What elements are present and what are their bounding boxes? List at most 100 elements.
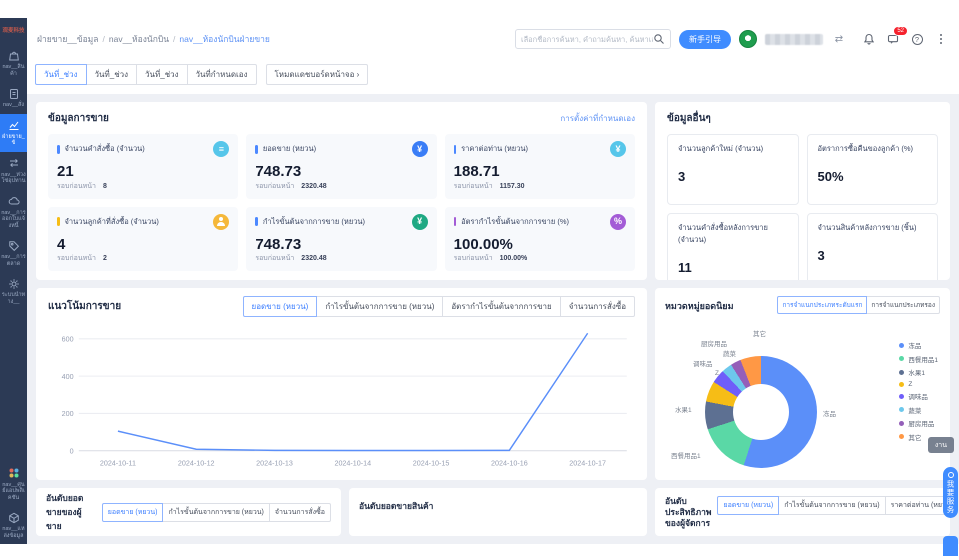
chart-legend: 冻品西餐用品1 水果1 Z 调味品蔬菜厨房用品其它 bbox=[899, 340, 938, 442]
app-window: 观麦科技 nav__สินค้า nav__สั่ง ฝ่ายขาย_ข้ na… bbox=[0, 18, 959, 544]
sidebar-item-data-source[interactable]: nav__แหล่งข้อมูล bbox=[0, 506, 27, 544]
newbie-guide-button[interactable]: 新手引导 bbox=[679, 30, 731, 49]
ranking-tab[interactable]: ยอดขาย (หยวน) bbox=[717, 496, 779, 515]
sidebar-item-products[interactable]: nav__สินค้า bbox=[0, 44, 27, 82]
donut-callout: 其它 bbox=[753, 328, 766, 338]
donut-ring bbox=[705, 356, 817, 468]
ranking-tab[interactable]: ยอดขาย (หยวน) bbox=[102, 503, 164, 522]
legend-dot bbox=[899, 356, 904, 361]
breadcrumb-item[interactable]: nav__ห้องนักบิน bbox=[109, 32, 169, 46]
svg-text:2024-10-13: 2024-10-13 bbox=[256, 458, 293, 467]
other-data-card: ข้อมูลอื่นๆ จำนวนลูกค้าใหม่ (จำนวน) 3 อั… bbox=[655, 102, 950, 280]
legend-item[interactable]: Z bbox=[899, 381, 938, 388]
category-tab[interactable]: การจำแนกประเภทรอง bbox=[866, 296, 940, 314]
legend-item[interactable]: 厨房用品 bbox=[899, 418, 938, 428]
trend-line-chart: 02004006002024-10-112024-10-122024-10-13… bbox=[48, 321, 635, 472]
kpi-previous: รอบก่อนหน้า2 bbox=[57, 253, 229, 264]
breadcrumb-separator: / bbox=[102, 34, 104, 44]
trend-tab[interactable]: อัตรากำไรขั้นต้นจากการขาย bbox=[442, 296, 560, 317]
floating-widget[interactable] bbox=[943, 536, 958, 556]
legend-item[interactable]: 冻品 bbox=[899, 340, 938, 350]
svg-text:2024-10-16: 2024-10-16 bbox=[491, 458, 528, 467]
more-menu-icon[interactable] bbox=[933, 31, 949, 47]
sidebar-item-sales-dashboard[interactable]: ฝ่ายขาย_ข้ bbox=[0, 114, 27, 152]
legend-dot bbox=[899, 434, 904, 439]
legend-label: 其它 bbox=[908, 432, 921, 442]
switch-account-icon[interactable]: ⇄ bbox=[831, 31, 847, 47]
legend-item[interactable]: 西餐用品1 bbox=[899, 354, 938, 364]
breadcrumb-separator: / bbox=[173, 34, 175, 44]
legend-label: 调味品 bbox=[908, 391, 928, 401]
stat-aftersale-products: จำนวนสินค้าหลังการขาย (ชิ้น) 3 bbox=[807, 213, 939, 280]
category-tab[interactable]: การจำแนกประเภทระดับแรก bbox=[777, 296, 867, 314]
sidebar-item-label: nav__การออกใบแจ้งหนี้ bbox=[1, 210, 26, 230]
kpi-accent-bar bbox=[454, 217, 457, 226]
help-icon[interactable]: ? bbox=[909, 31, 925, 47]
stat-label: จำนวนลูกค้าใหม่ (จำนวน) bbox=[678, 143, 788, 155]
kpi-gross-margin: อัตรากำไรขั้นต้นจากการขาย (%) % 100.00% … bbox=[445, 207, 635, 272]
customer-service-button[interactable]: 我要服务 bbox=[943, 467, 958, 518]
breadcrumb-item[interactable]: ฝ่ายขาย__ข้อมูล bbox=[37, 32, 98, 46]
trend-tab[interactable]: จำนวนการสั่งซื้อ bbox=[560, 296, 635, 317]
kpi-previous: รอบก่อนหน้า2320.48 bbox=[255, 253, 427, 264]
kpi-value: 100.00% bbox=[454, 236, 626, 253]
sales-section-title: ข้อมูลการขาย bbox=[48, 111, 109, 126]
date-filter-bar: วันที่_ช่วง วันที่_ช่วง วันที่_ช่วง วันท… bbox=[27, 60, 959, 85]
donut-callout: Z bbox=[715, 370, 719, 377]
kpi-accent-bar bbox=[255, 145, 258, 154]
user-name-redacted[interactable] bbox=[765, 34, 823, 45]
donut-callout: 水果1 bbox=[675, 404, 692, 414]
sidebar-item-orders[interactable]: nav__สั่ง bbox=[0, 82, 27, 114]
dashboard-mode-button[interactable]: โหมดแดชบอร์ดหน้าจอ › bbox=[266, 64, 369, 85]
kpi-order-count: จำนวนคำสั่งซื้อ (จำนวน) ≡ 21 รอบก่อนหน้า… bbox=[48, 134, 238, 199]
date-tab[interactable]: วันที่_ช่วง bbox=[86, 64, 138, 85]
categories-title: หมวดหมู่ยอดนิยม bbox=[665, 296, 734, 313]
search-input[interactable] bbox=[521, 35, 653, 44]
ranking-tab[interactable]: กำไรขั้นต้นจากการขาย (หยวน) bbox=[162, 503, 269, 522]
manager-ranking-card: อันดับประสิทธิภาพของผู้จัดการ ยอดขาย (หย… bbox=[655, 488, 950, 536]
date-tab[interactable]: วันที่_ช่วง bbox=[136, 64, 188, 85]
sidebar-item-label: ระบบนำทาง__ bbox=[1, 292, 26, 305]
ranking-tab[interactable]: จำนวนการสั่งซื้อ bbox=[269, 503, 331, 522]
sidebar-item-app-center[interactable]: nav__ศูนย์แอปพลิเคชัน bbox=[0, 462, 27, 507]
donut-chart-area: 其它 厨房用品 蔬菜 调味品 Z 水果1 西餐用品1 冻品 冻品西餐用品1 水果1… bbox=[665, 314, 940, 472]
legend-item[interactable]: 调味品 bbox=[899, 391, 938, 401]
sidebar-item-marketing[interactable]: nav__การตลาด bbox=[0, 234, 27, 272]
sales-trend-card: แนวโน้มการขาย ยอดขาย (หยวน) กำไรขั้นต้นจ… bbox=[36, 288, 647, 480]
legend-label: 西餐用品1 bbox=[908, 354, 938, 364]
sidebar-item-supply-chain[interactable]: nav__ห่วงโซ่อุปทาน bbox=[0, 152, 27, 190]
messages-icon[interactable]: 52 bbox=[885, 31, 901, 47]
task-pill[interactable]: งาน bbox=[928, 437, 954, 453]
ranking-tab[interactable]: ราคาต่อท่าน (หยวน) bbox=[885, 496, 950, 515]
legend-item[interactable]: 蔬菜 bbox=[899, 405, 938, 415]
donut-chart: 其它 厨房用品 蔬菜 调味品 Z 水果1 西餐用品1 冻品 bbox=[671, 328, 881, 478]
sidebar-item-label: ฝ่ายขาย_ข้ bbox=[1, 134, 26, 147]
trend-tab[interactable]: ยอดขาย (หยวน) bbox=[243, 296, 318, 317]
tag-icon bbox=[7, 239, 20, 252]
search-icon[interactable] bbox=[653, 33, 665, 45]
trend-title: แนวโน้มการขาย bbox=[48, 299, 121, 314]
date-tab[interactable]: วันที่_ช่วง bbox=[35, 64, 87, 85]
sidebar-item-label: nav__สั่ง bbox=[3, 102, 24, 109]
kpi-label: จำนวนลูกค้าที่สั่งซื้อ (จำนวน) bbox=[65, 216, 159, 228]
custom-settings-link[interactable]: การตั้งค่าที่กำหนดเอง bbox=[560, 112, 635, 125]
kpi-sales-amount: ยอดขาย (หยวน) ¥ 748.73 รอบก่อนหน้า2320.4… bbox=[246, 134, 436, 199]
manager-ranking-title: อันดับประสิทธิภาพของผู้จัดการ bbox=[665, 496, 711, 529]
trend-tab[interactable]: กำไรขั้นต้นจากการขาย (หยวน) bbox=[316, 296, 443, 317]
global-search bbox=[515, 29, 671, 49]
service-icon bbox=[948, 472, 954, 478]
sidebar-item-label: nav__การตลาด bbox=[1, 254, 26, 267]
ranking-tab[interactable]: กำไรขั้นต้นจากการขาย (หยวน) bbox=[778, 496, 885, 515]
bell-icon[interactable] bbox=[861, 31, 877, 47]
donut-callout: 调味品 bbox=[693, 358, 713, 368]
product-ranking-title: อันดับยอดขายสินค้า bbox=[359, 501, 433, 511]
kpi-label: จำนวนคำสั่งซื้อ (จำนวน) bbox=[65, 143, 145, 155]
date-tab-custom[interactable]: วันที่กำหนดเอง bbox=[187, 64, 257, 85]
sidebar-item-system[interactable]: ระบบนำทาง__ bbox=[0, 272, 27, 310]
legend-item[interactable]: 水果1 bbox=[899, 367, 938, 377]
sidebar-item-invoicing[interactable]: nav__การออกใบแจ้งหนี้ bbox=[0, 190, 27, 235]
cloud-icon bbox=[7, 195, 20, 208]
kpi-grid: จำนวนคำสั่งซื้อ (จำนวน) ≡ 21 รอบก่อนหน้า… bbox=[48, 134, 635, 271]
stat-value: 50% bbox=[818, 169, 928, 184]
avatar[interactable] bbox=[739, 30, 757, 48]
